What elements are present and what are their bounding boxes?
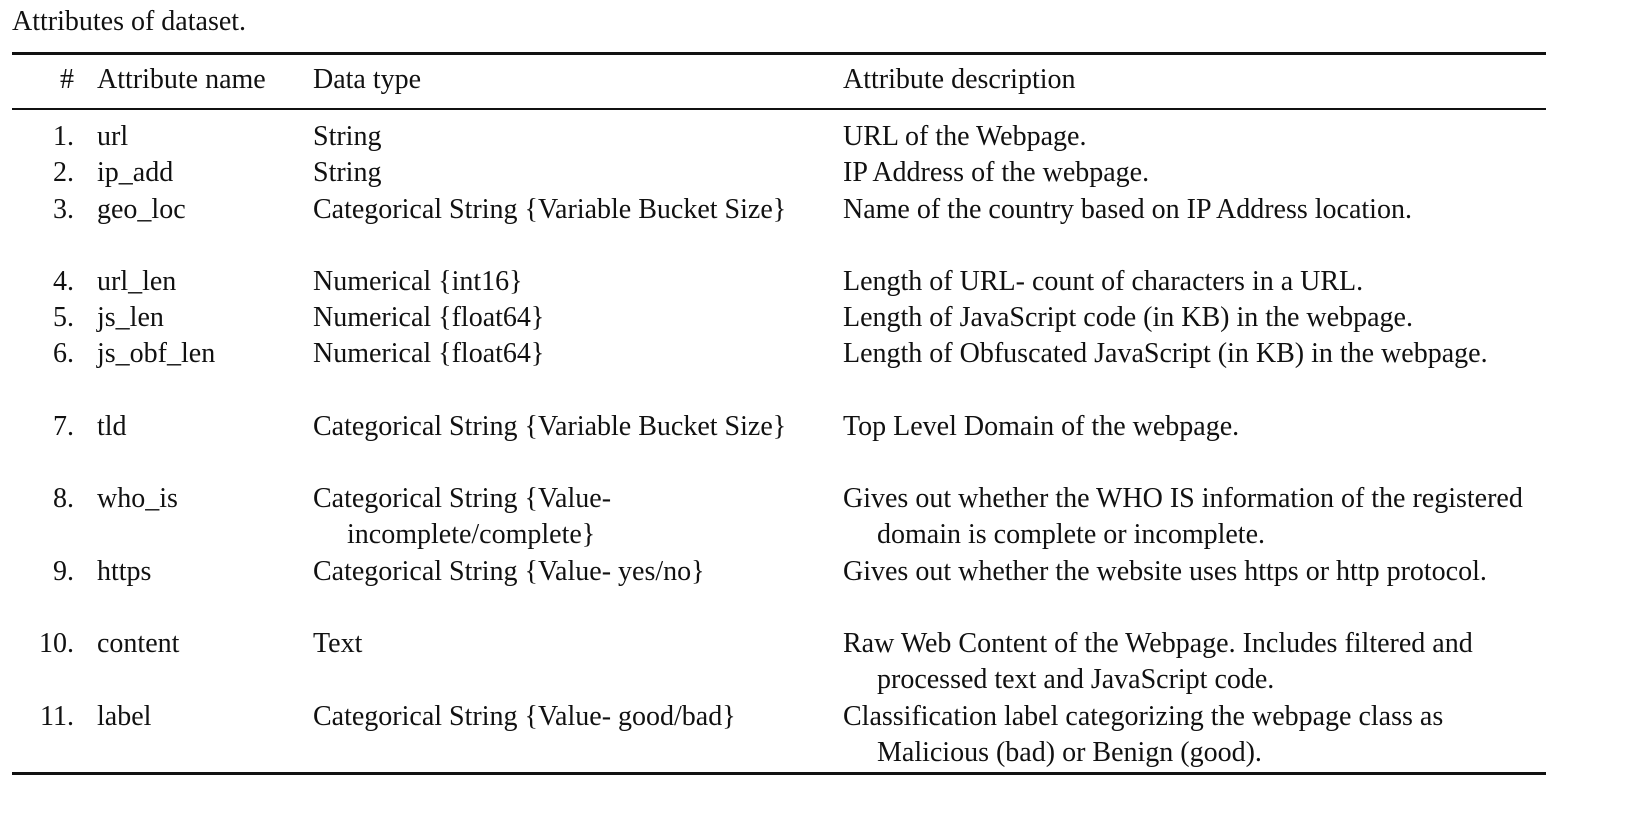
header-attribute-name: Attribute name bbox=[97, 64, 266, 95]
row-attribute-name: url_len bbox=[97, 266, 177, 297]
row-data-type: Categorical String {Value- good/bad} bbox=[313, 701, 736, 732]
row-description: URL of the Webpage. bbox=[843, 121, 1087, 152]
row-description: Name of the country based on IP Address … bbox=[843, 194, 1412, 225]
row-data-type: String bbox=[313, 157, 382, 188]
row-description: Gives out whether the WHO IS information… bbox=[843, 483, 1523, 550]
row-data-type: Numerical {float64} bbox=[313, 302, 545, 333]
row-attribute-name: ip_add bbox=[97, 157, 174, 188]
header-rule bbox=[12, 108, 1546, 110]
row-num: 1. bbox=[53, 121, 74, 152]
row-attribute-name: tld bbox=[97, 411, 127, 442]
row-description: Top Level Domain of the webpage. bbox=[843, 411, 1240, 442]
row-attribute-name: content bbox=[97, 628, 180, 659]
row-num: 9. bbox=[53, 556, 74, 587]
row-num: 2. bbox=[53, 157, 74, 188]
row-attribute-name: who_is bbox=[97, 483, 178, 514]
top-rule bbox=[12, 52, 1546, 55]
row-num: 3. bbox=[53, 194, 74, 225]
row-description: IP Address of the webpage. bbox=[843, 157, 1150, 188]
row-attribute-name: js_obf_len bbox=[97, 338, 216, 369]
bottom-rule bbox=[12, 772, 1546, 775]
row-description: Length of Obfuscated JavaScript (in KB) … bbox=[843, 338, 1488, 369]
row-data-type: Categorical String {Value- incomplete/co… bbox=[313, 483, 612, 550]
row-data-type: Categorical String {Variable Bucket Size… bbox=[313, 194, 787, 225]
header-attribute-description: Attribute description bbox=[843, 64, 1076, 95]
row-attribute-name: geo_loc bbox=[97, 194, 186, 225]
row-attribute-name: label bbox=[97, 701, 152, 732]
table-header-row: # Attribute name Data type Attribute des… bbox=[12, 62, 1546, 98]
row-num: 5. bbox=[53, 302, 74, 333]
row-data-type: Numerical {int16} bbox=[313, 266, 523, 297]
row-description: Raw Web Content of the Webpage. Includes… bbox=[843, 628, 1473, 695]
row-attribute-name: js_len bbox=[97, 302, 164, 333]
row-data-type: Text bbox=[313, 628, 363, 659]
row-num: 7. bbox=[53, 411, 74, 442]
row-num: 4. bbox=[53, 266, 74, 297]
row-data-type: Categorical String {Value- yes/no} bbox=[313, 556, 705, 587]
row-description: Length of URL- count of characters in a … bbox=[843, 266, 1364, 297]
row-attribute-name: https bbox=[97, 556, 152, 587]
header-num: # bbox=[60, 64, 74, 95]
row-num: 11. bbox=[40, 701, 74, 732]
row-data-type: String bbox=[313, 121, 382, 152]
row-description: Classification label categorizing the we… bbox=[843, 701, 1444, 768]
row-description: Gives out whether the website uses https… bbox=[843, 556, 1487, 587]
row-num: 6. bbox=[53, 338, 74, 369]
row-num: 10. bbox=[39, 628, 74, 659]
table-caption: Attributes of dataset. bbox=[12, 6, 247, 37]
row-num: 8. bbox=[53, 483, 74, 514]
header-data-type: Data type bbox=[313, 64, 422, 95]
row-data-type: Categorical String {Variable Bucket Size… bbox=[313, 411, 787, 442]
row-data-type: Numerical {float64} bbox=[313, 338, 545, 369]
row-description: Length of JavaScript code (in KB) in the… bbox=[843, 302, 1413, 333]
row-attribute-name: url bbox=[97, 121, 129, 152]
attributes-table: # Attribute name Data type Attribute des… bbox=[12, 0, 1546, 828]
